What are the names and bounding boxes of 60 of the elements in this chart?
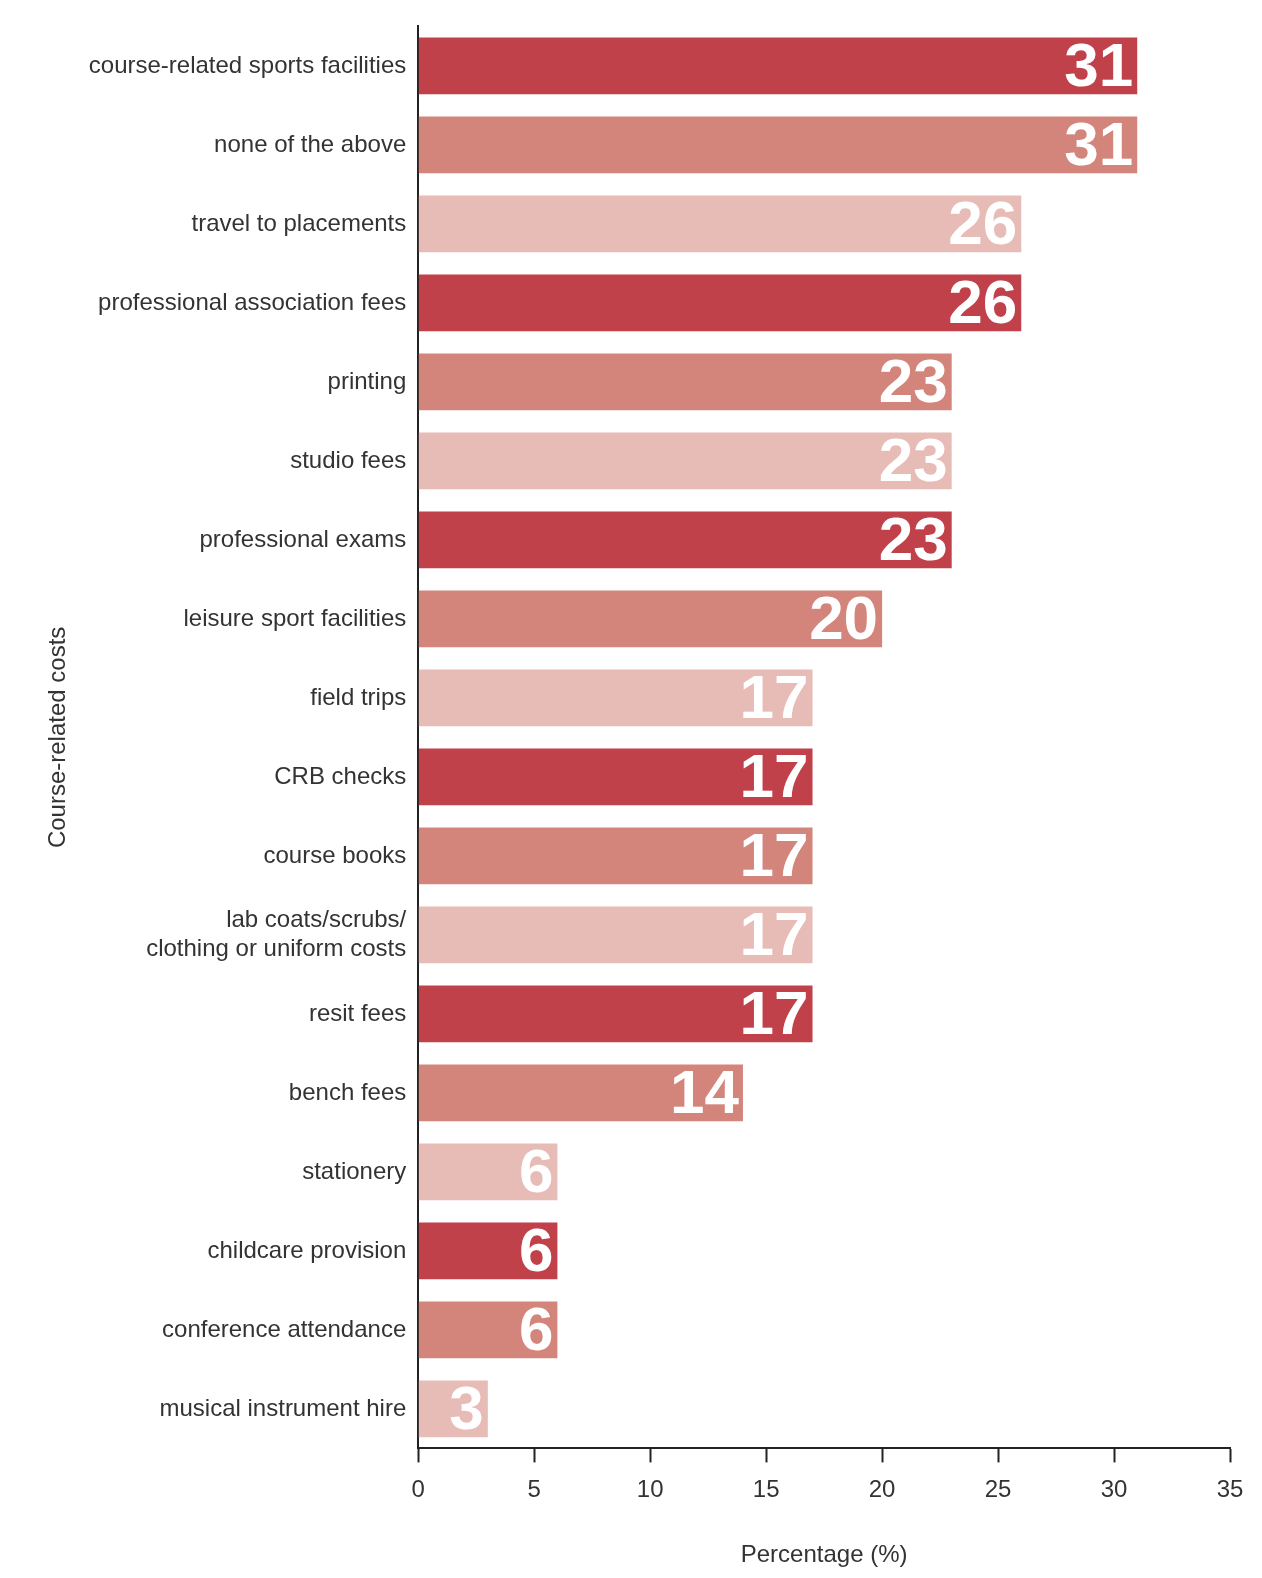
- data-label: 17: [739, 740, 809, 810]
- data-label: 6: [518, 1214, 554, 1284]
- x-tick-label: 35: [1216, 1475, 1244, 1503]
- data-label: 17: [739, 977, 809, 1047]
- data-label: 26: [948, 266, 1018, 336]
- data-label: 31: [1064, 29, 1134, 99]
- x-tick-label: 10: [636, 1475, 664, 1503]
- y-tick-label: professional association fees: [98, 287, 407, 315]
- data-label: 17: [739, 661, 809, 731]
- y-tick-label: stationery: [302, 1156, 407, 1184]
- data-label: 17: [739, 898, 809, 968]
- y-tick-label: childcare provision: [207, 1235, 407, 1263]
- data-label: 6: [518, 1135, 554, 1205]
- bar: [418, 353, 952, 411]
- y-tick-label: travel to placements: [191, 208, 407, 236]
- data-label: 14: [669, 1056, 740, 1126]
- bar: [418, 432, 952, 490]
- y-tick-label: field trips: [310, 682, 407, 710]
- data-label: 26: [948, 187, 1018, 257]
- y-tick-label: CRB checks: [274, 761, 407, 789]
- data-label: 17: [739, 819, 809, 889]
- y-tick-label: printing: [327, 366, 407, 394]
- y-tick-label: conference attendance: [162, 1314, 407, 1342]
- bar: [418, 511, 952, 569]
- y-tick-label: musical instrument hire: [159, 1393, 407, 1421]
- y-tick-label: none of the above: [214, 129, 407, 157]
- x-tick-label: 0: [411, 1475, 425, 1503]
- bar: [418, 669, 813, 727]
- y-tick-label: resit fees: [308, 998, 407, 1026]
- y-tick-label: course-related sports facilities: [88, 50, 407, 78]
- data-label: 23: [878, 503, 948, 573]
- bar: [418, 195, 1022, 253]
- bar: [418, 906, 813, 964]
- x-tick-label: 30: [1100, 1475, 1128, 1503]
- data-label: 23: [878, 424, 948, 494]
- data-label: 6: [518, 1293, 554, 1363]
- bar: [418, 985, 813, 1043]
- y-tick-label: bench fees: [288, 1077, 407, 1105]
- bar: [418, 827, 813, 885]
- y-tick-label: studio fees: [290, 445, 407, 473]
- y-tick-label: leisure sport facilities: [183, 603, 407, 631]
- y-tick-label: professional exams: [199, 524, 407, 552]
- bar: [418, 1064, 743, 1122]
- data-label: 31: [1064, 108, 1134, 178]
- x-tick-label: 25: [984, 1475, 1012, 1503]
- x-tick-label: 15: [752, 1475, 780, 1503]
- bar: [418, 274, 1022, 332]
- data-label: 3: [449, 1372, 484, 1442]
- y-tick-label: course books: [263, 840, 407, 868]
- bar: [418, 748, 813, 806]
- bar: [418, 37, 1138, 95]
- bar: [418, 116, 1138, 174]
- x-tick-label: 5: [527, 1475, 541, 1503]
- data-label: 23: [878, 345, 948, 415]
- data-label: 20: [809, 582, 879, 652]
- bar: [418, 590, 883, 648]
- x-axis-title: Percentage (%): [740, 1540, 908, 1568]
- y-axis-title: Course-related costs: [43, 626, 71, 849]
- y-tick-label: lab coats/scrubs/ clothing or uniform costs: [146, 905, 407, 961]
- x-tick-label: 20: [868, 1475, 896, 1503]
